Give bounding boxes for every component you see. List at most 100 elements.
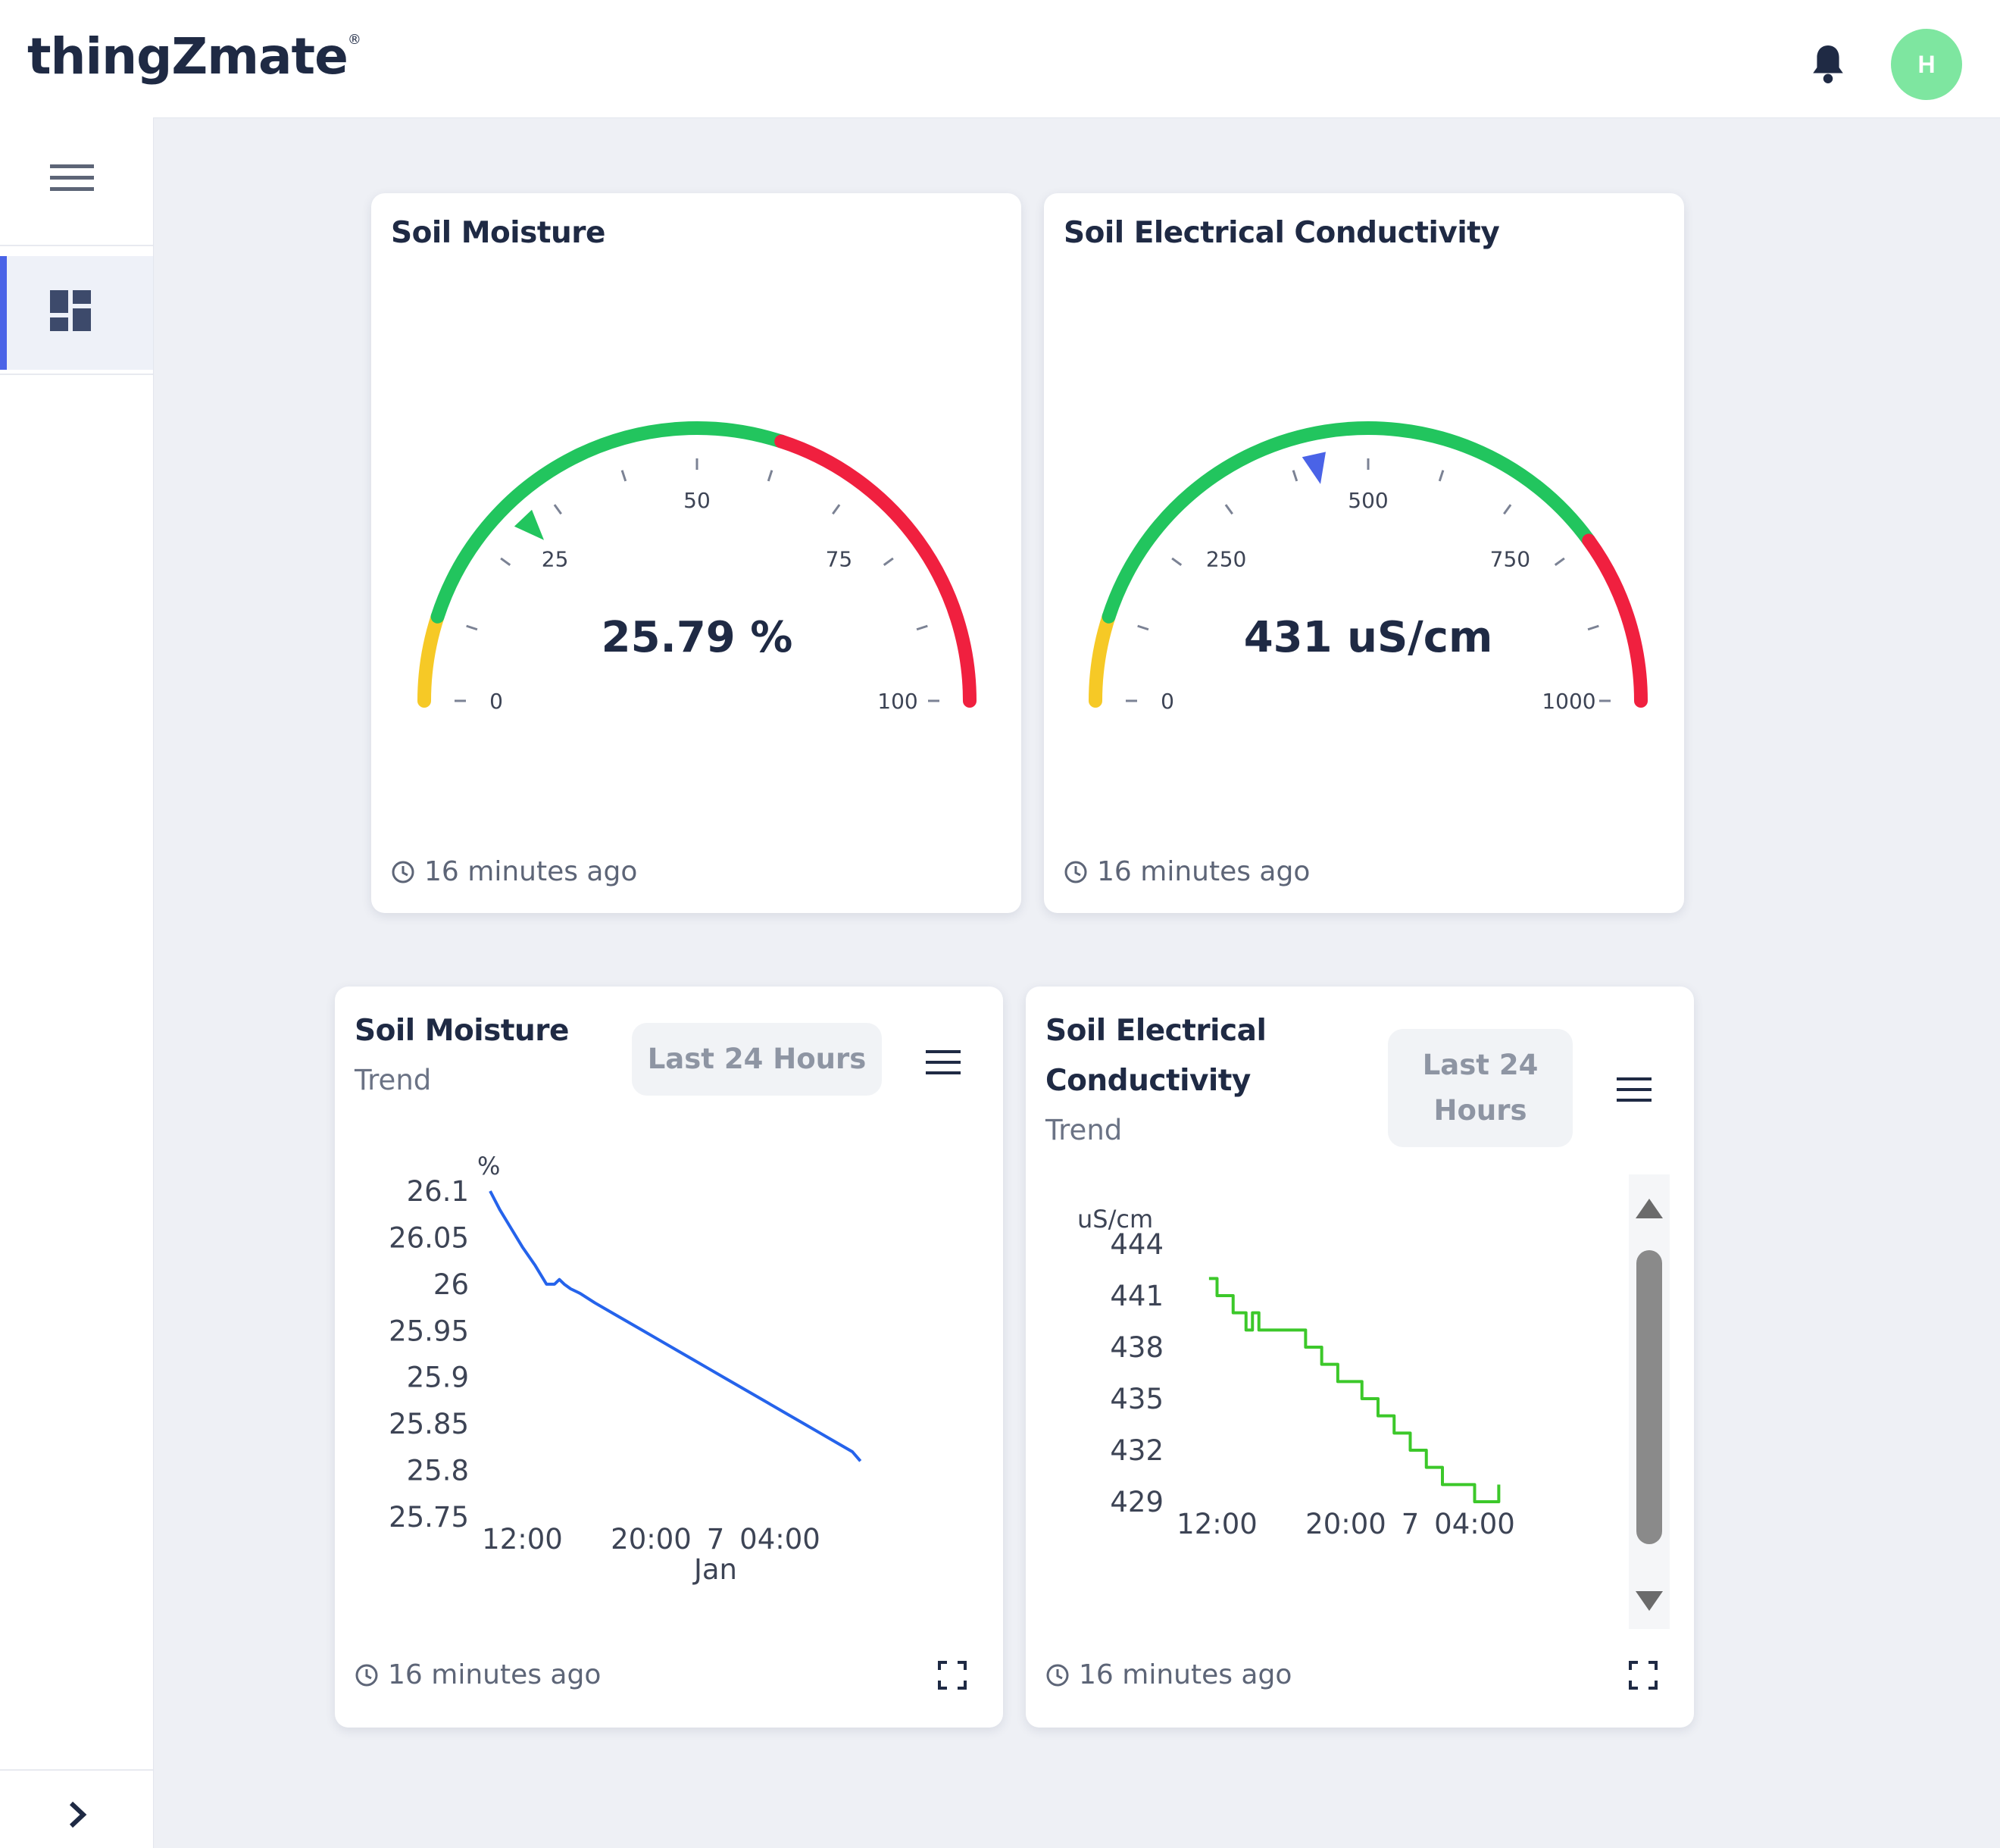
- active-indicator: [0, 256, 7, 370]
- y-tick-label: 25.8: [407, 1455, 469, 1487]
- y-tick-label: 26.1: [407, 1175, 469, 1208]
- time-range-button[interactable]: Last 24 Hours: [1388, 1029, 1573, 1147]
- gauge-chart: 0 25 50 75 100 25.79 %: [417, 421, 977, 714]
- gauge-tick-label: 750: [1490, 547, 1530, 572]
- gauge-tick-label: 25: [542, 547, 569, 572]
- chart-menu-icon[interactable]: [924, 1049, 962, 1076]
- y-tick-label: 438: [1110, 1331, 1164, 1364]
- scrollbar-thumb[interactable]: [1636, 1250, 1662, 1544]
- gauge-tick: [1438, 470, 1445, 482]
- logo-registered-mark: ®: [347, 32, 361, 48]
- gauge-tick: [620, 470, 627, 482]
- sidebar-divider: [0, 1769, 153, 1771]
- x-tick-label: 7: [707, 1523, 725, 1556]
- chevron-right-icon[interactable]: [62, 1796, 92, 1834]
- y-tick-label: 432: [1110, 1434, 1164, 1467]
- series-line: [1208, 1277, 1501, 1503]
- app-logo[interactable]: thingZmate®: [27, 27, 361, 86]
- last-updated-text: 16 minutes ago: [388, 1659, 602, 1690]
- scroll-up-icon[interactable]: [1629, 1193, 1670, 1230]
- gauge-band: [417, 609, 445, 708]
- last-updated: 16 minutes ago: [355, 1659, 601, 1690]
- card-title: Soil Electrical Conductivity: [1064, 216, 1500, 250]
- card-subtitle: Trend: [1045, 1114, 1123, 1146]
- gauge-band: [1089, 609, 1116, 708]
- last-updated-text: 16 minutes ago: [424, 856, 638, 887]
- y-tick-label: 25.85: [389, 1408, 469, 1440]
- y-tick-label: 26.05: [389, 1221, 469, 1254]
- time-range-label-line2: Hours: [1433, 1094, 1527, 1127]
- sidebar-item-dashboard[interactable]: [0, 256, 153, 370]
- x-tick-label: 12:00: [482, 1523, 563, 1556]
- chart-menu-icon[interactable]: [1615, 1076, 1653, 1103]
- y-tick-label: 25.9: [407, 1362, 469, 1394]
- chart-scrollbar[interactable]: [1629, 1174, 1670, 1629]
- logo-text: thingZmate: [27, 27, 348, 86]
- gauge-reading: 431 uS/cm: [1244, 613, 1493, 662]
- gauge-tick-label: 500: [1348, 488, 1388, 513]
- gauge-tick-label: 0: [489, 689, 503, 714]
- dashboard-icon: [50, 290, 91, 331]
- y-axis-unit: %: [477, 1152, 500, 1180]
- gauge-tick: [1554, 557, 1565, 566]
- series-line: [489, 1190, 862, 1462]
- clock-icon: [355, 1664, 378, 1686]
- card-title: Soil Moisture: [355, 1014, 569, 1048]
- gauge-tick: [1292, 470, 1298, 482]
- gauge-pointer: [1302, 452, 1327, 484]
- gauge-tick: [466, 624, 478, 631]
- notification-bell-icon[interactable]: [1809, 42, 1847, 87]
- gauge-tick: [1224, 504, 1233, 515]
- clock-icon: [1064, 861, 1087, 883]
- last-updated: 16 minutes ago: [1064, 856, 1310, 887]
- fullscreen-icon[interactable]: [1629, 1661, 1658, 1690]
- gauge-tick-label: 50: [683, 488, 711, 513]
- clock-icon: [392, 861, 414, 883]
- gauge-tick: [883, 557, 894, 566]
- x-tick-label: 12:00: [1177, 1508, 1258, 1540]
- x-tick-label: 04:00: [1434, 1508, 1515, 1540]
- gauge-card-soil-moisture: Soil Moisture 0 25 50 75 100 25.79 % 16 minut…: [371, 193, 1021, 913]
- gauge-tick: [916, 624, 928, 631]
- gauge-tick: [1137, 624, 1149, 631]
- gauge-tick: [1171, 557, 1183, 566]
- card-title-line2: Conductivity: [1045, 1064, 1251, 1098]
- gauge-band: [430, 421, 789, 624]
- gauge-tick-label: 0: [1161, 689, 1174, 714]
- gauge-band: [1102, 421, 1596, 624]
- card-title-line1: Soil Electrical: [1045, 1014, 1267, 1048]
- trend-card-soil-conductivity: Soil Electrical Conductivity Trend Last …: [1026, 987, 1694, 1728]
- gauge-tick: [832, 504, 841, 515]
- y-axis-unit: uS/cm: [1077, 1205, 1153, 1234]
- last-updated-text: 16 minutes ago: [1097, 856, 1311, 887]
- gauge-band: [774, 434, 977, 708]
- y-tick-label: 25.75: [389, 1501, 469, 1534]
- x-tick-label: 7: [1402, 1508, 1420, 1540]
- user-avatar[interactable]: H: [1891, 29, 1962, 100]
- gauge-band: [1582, 533, 1648, 708]
- trend-line-chart: 26.1 26.05 26 25.95 25.9 25.85 25.8 25.75% 12:00…: [389, 1152, 862, 1586]
- last-updated: 16 minutes ago: [1045, 1659, 1292, 1690]
- gauge-tick-label: 250: [1206, 547, 1246, 572]
- gauge-tick-label: 75: [826, 547, 853, 572]
- gauge-pointer: [514, 509, 545, 540]
- gauge-tick: [553, 504, 562, 515]
- menu-toggle-icon[interactable]: [50, 163, 94, 193]
- y-tick-label: 26: [433, 1268, 469, 1301]
- time-range-button[interactable]: Last 24 Hours: [632, 1023, 882, 1096]
- gauge-tick: [1587, 624, 1599, 631]
- gauge-tick: [1503, 504, 1512, 515]
- card-subtitle: Trend: [355, 1064, 432, 1096]
- time-range-label: Last 24 Hours: [647, 1043, 867, 1075]
- trend-line-chart: 444 441 438 435 432 429 uS/cm 12:00 20:00 7 04:00: [1077, 1205, 1515, 1540]
- scroll-down-icon[interactable]: [1629, 1584, 1670, 1621]
- gauge-card-soil-conductivity: Soil Electrical Conductivity 0 250 500 750 1…: [1044, 193, 1684, 913]
- gauge-tick-label: 100: [877, 689, 917, 714]
- sidebar-divider: [0, 245, 153, 246]
- x-tick-sublabel: Jan: [692, 1553, 737, 1586]
- y-tick-label: 444: [1110, 1228, 1164, 1261]
- sidebar: [0, 117, 154, 1848]
- fullscreen-icon[interactable]: [938, 1661, 967, 1690]
- y-tick-label: 429: [1110, 1486, 1164, 1518]
- time-range-label-line1: Last 24: [1422, 1049, 1539, 1081]
